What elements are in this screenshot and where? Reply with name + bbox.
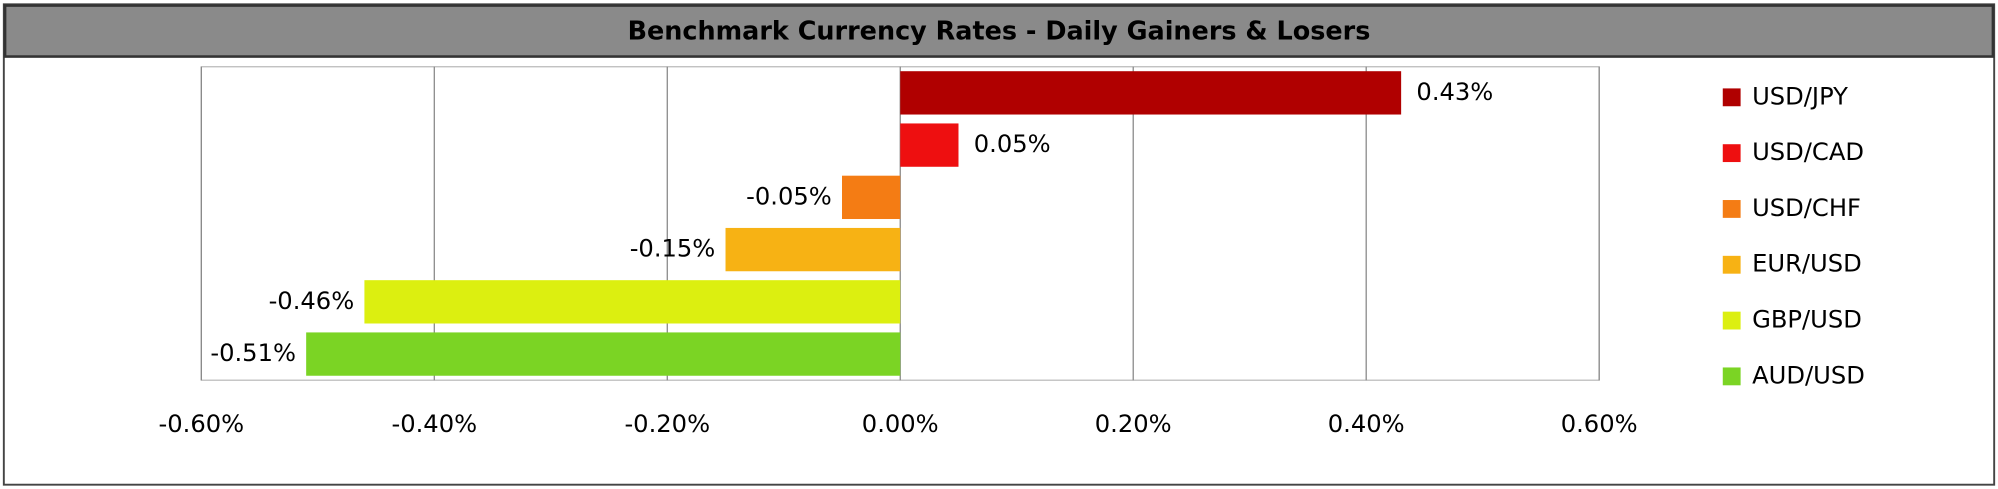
bar [842, 175, 901, 220]
x-tick-label: -0.60% [159, 410, 245, 438]
x-tick-label: 0.60% [1561, 410, 1638, 438]
value-label: -0.46% [269, 287, 355, 315]
x-tick-label: 0.00% [862, 410, 939, 438]
title-bar [3, 4, 1995, 58]
x-tick-label: -0.20% [624, 410, 710, 438]
legend-label: AUD/USD [1752, 361, 1865, 389]
legend-label: USD/JPY [1752, 82, 1848, 110]
value-label: -0.15% [630, 235, 716, 263]
bar [306, 332, 901, 376]
bar [900, 123, 959, 167]
legend-swatch [1722, 367, 1741, 386]
bar [725, 227, 901, 272]
legend-label: EUR/USD [1752, 250, 1862, 278]
legend-swatch [1722, 311, 1741, 330]
value-label: -0.05% [746, 182, 832, 210]
legend-swatch [1722, 144, 1741, 163]
x-tick-label: 0.20% [1095, 410, 1172, 438]
legend-label: GBP/USD [1752, 306, 1862, 334]
legend-label: USD/CHF [1752, 194, 1861, 222]
legend-swatch [1722, 255, 1741, 274]
value-label: -0.51% [210, 339, 296, 367]
legend-swatch [1722, 88, 1741, 107]
bar [364, 280, 901, 324]
legend-label: USD/CAD [1752, 138, 1864, 166]
value-label: 0.05% [974, 130, 1051, 158]
legend-swatch [1722, 200, 1741, 218]
value-label: 0.43% [1416, 78, 1493, 106]
x-tick-label: -0.40% [391, 410, 477, 438]
x-tick-label: 0.40% [1328, 410, 1405, 438]
bar [900, 71, 1402, 115]
chart-title: Benchmark Currency Rates - Daily Gainers… [628, 16, 1371, 46]
